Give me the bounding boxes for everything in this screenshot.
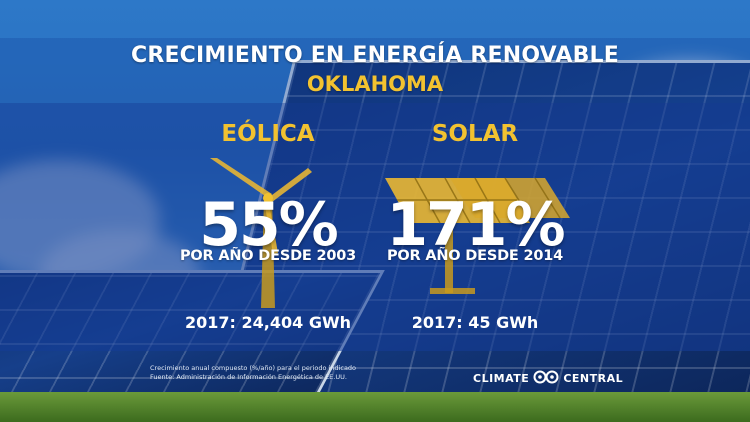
footnote: Crecimiento anual compuesto (%/año) para… — [150, 364, 356, 382]
solar-growth-value: 171% — [386, 190, 565, 260]
brand-right-text: CENTRAL — [563, 372, 624, 385]
solar-panel-icon — [345, 158, 605, 308]
wind-turbine-icon — [138, 156, 398, 308]
content-band — [0, 103, 750, 351]
brand-logo: CLIMATE CENTRAL — [473, 370, 623, 387]
climate-central-logo-icon — [533, 370, 559, 387]
wind-heading: EÓLICA — [221, 121, 315, 147]
footnote-line-1: Crecimiento anual compuesto (%/año) para… — [150, 364, 357, 372]
solar-2017-value: 2017: 45 GWh — [411, 313, 539, 332]
solar-since-label: POR AÑO DESDE 2014 — [386, 248, 564, 264]
title-bar — [0, 38, 750, 103]
brand-left-text: CLIMATE — [473, 372, 530, 385]
solar-heading: SOLAR — [431, 121, 519, 147]
wind-2017-value: 2017: 24,404 GWh — [185, 313, 351, 332]
wind-column: EÓLICA 55% POR AÑO DESDE 2003 2017: 24,4… — [138, 118, 398, 332]
solar-column: SOLAR 171% POR AÑO DESDE 2014 2017: 45 G… — [345, 118, 605, 332]
wind-since-label: POR AÑO DESDE 2003 — [179, 248, 357, 264]
page-title: CRECIMIENTO EN ENERGÍA RENOVABLE — [130, 43, 620, 68]
wind-growth-value: 55% — [199, 190, 339, 260]
footnote-line-2: Fuente: Administración de Información En… — [150, 373, 347, 381]
grass — [0, 392, 750, 422]
page-subtitle: OKLAHOMA — [306, 72, 444, 96]
